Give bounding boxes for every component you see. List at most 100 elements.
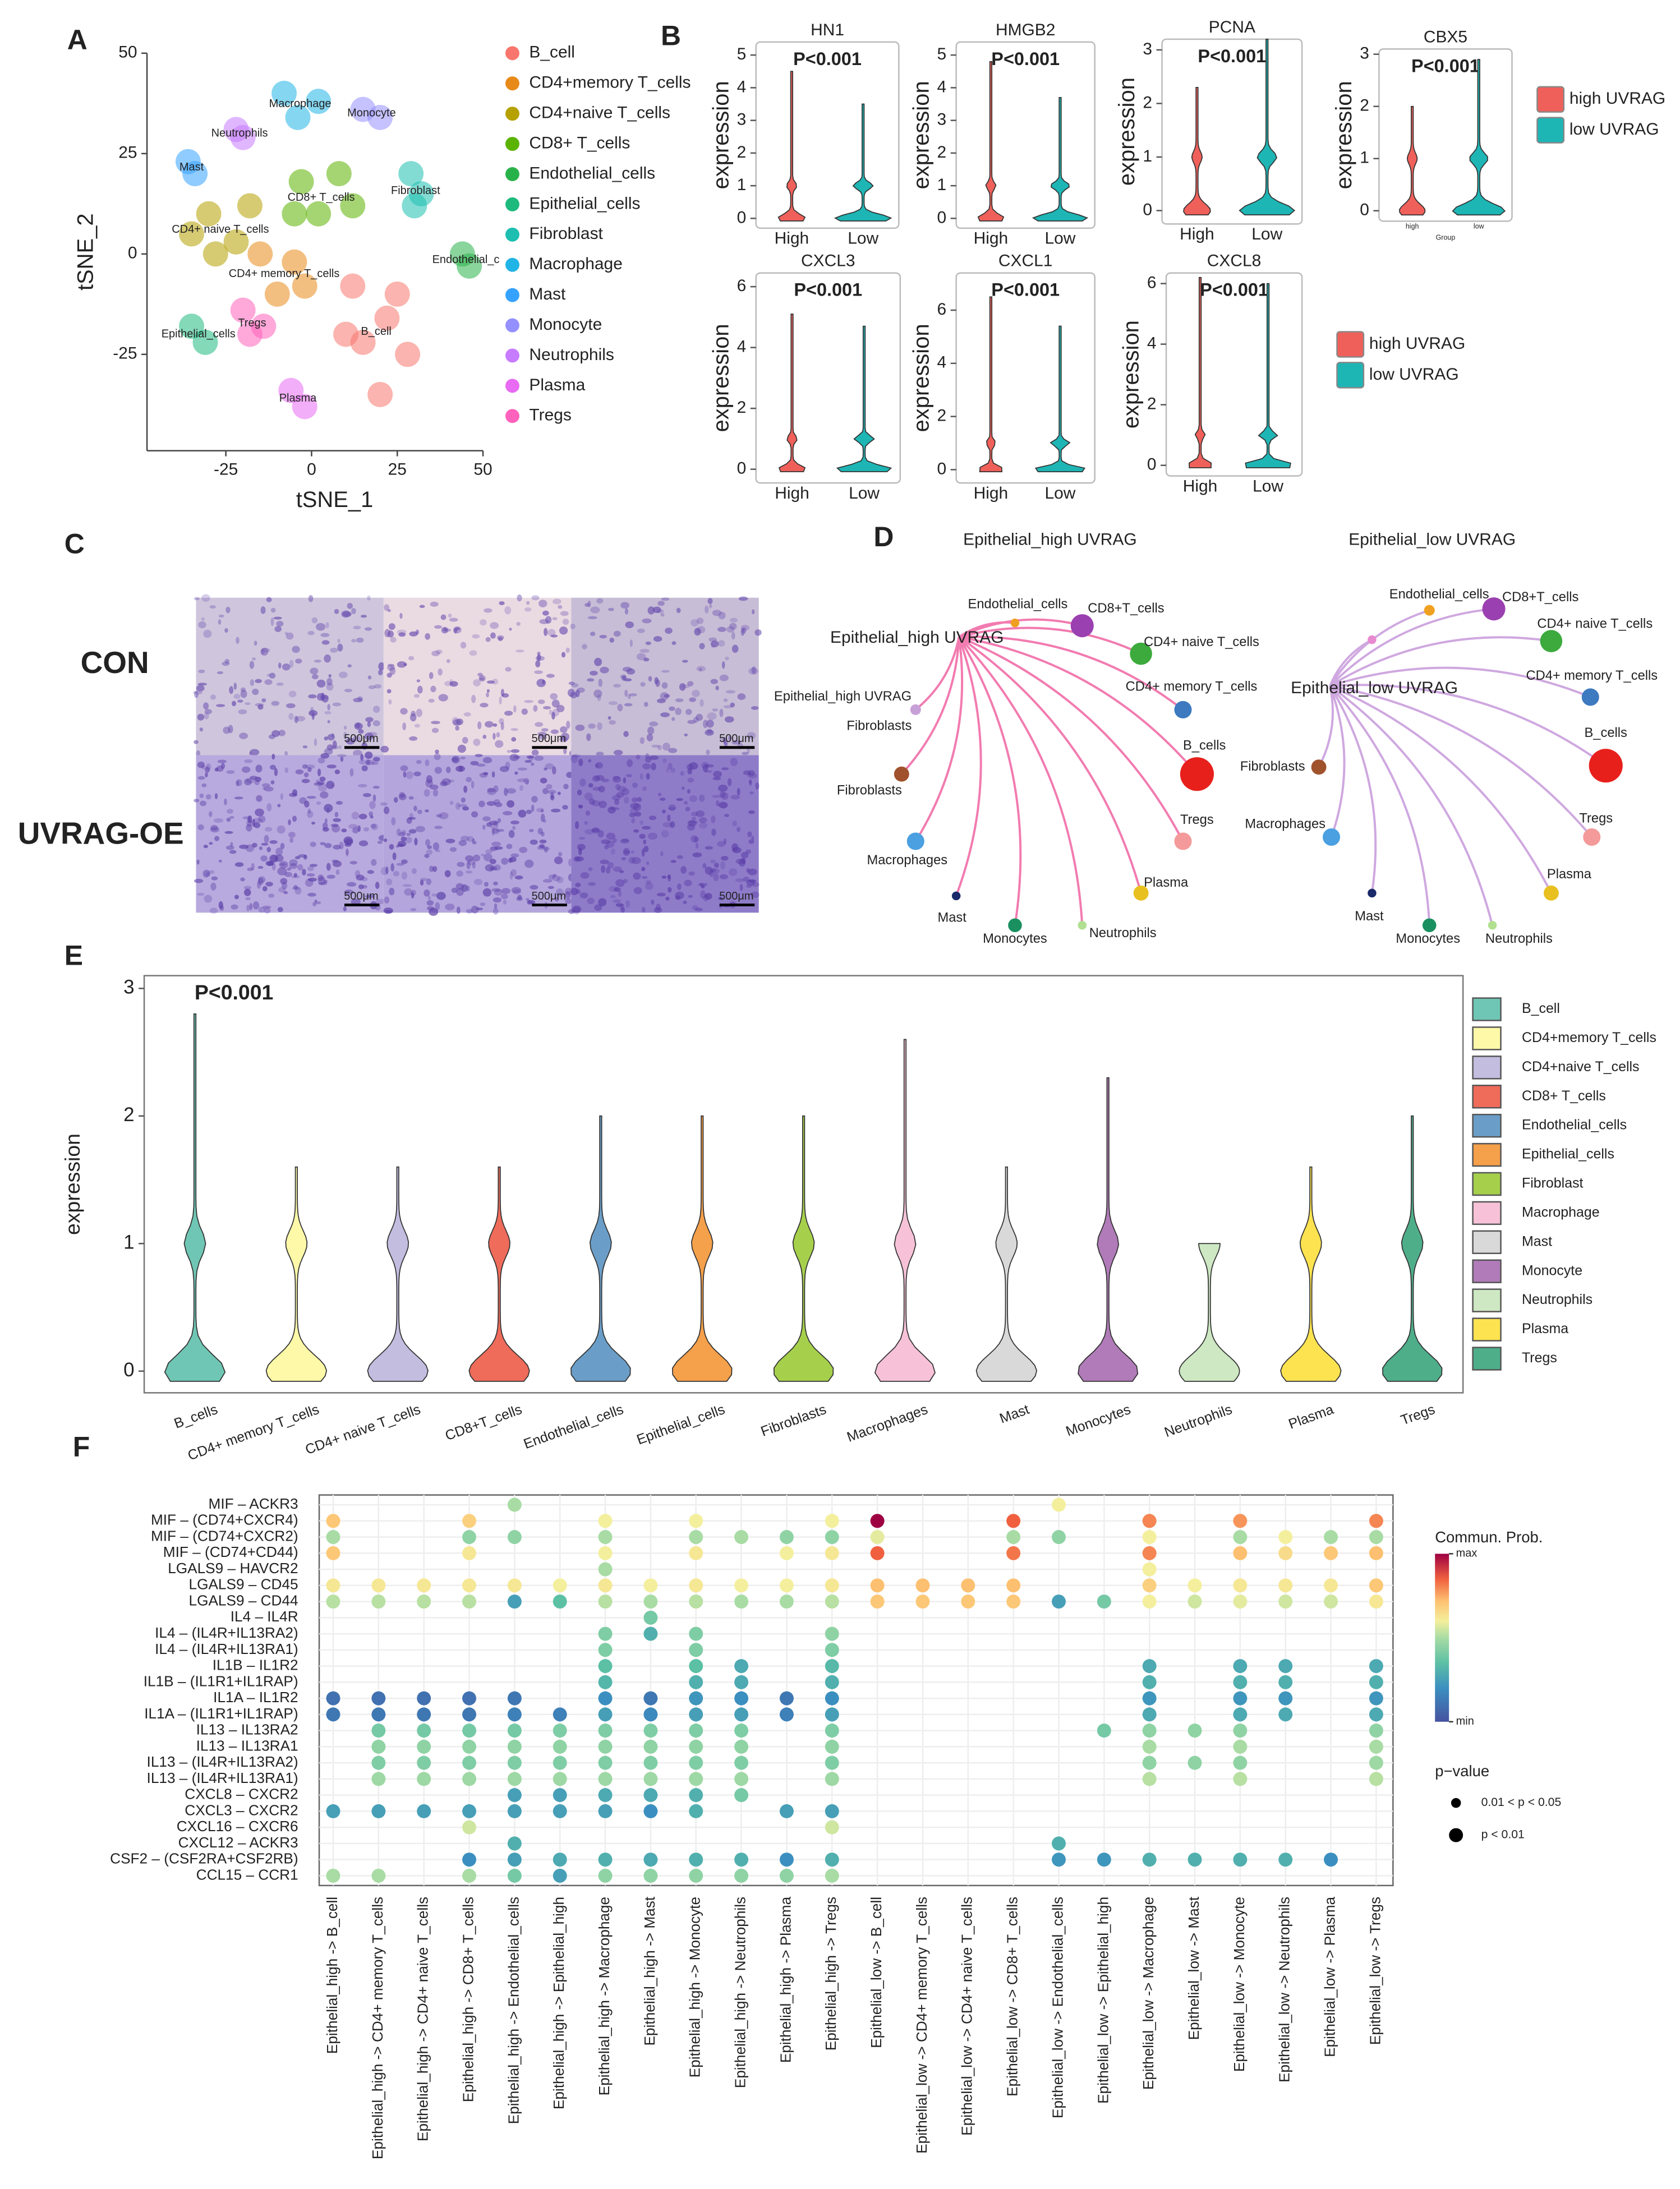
node-label: Fibroblasts [1240,759,1305,774]
cell [624,703,633,707]
cell [714,863,719,868]
y-axis-label: expression [1115,77,1139,186]
cell [444,681,453,686]
cell [662,758,667,763]
cell [613,776,620,780]
edge [959,635,1198,775]
cell [460,835,470,842]
cell [289,859,298,867]
dot [1233,1514,1248,1528]
column-label: Epithelial_high -> Epithelial_high [550,1897,567,2109]
cell [434,625,443,629]
cell [676,883,682,890]
cell [610,807,620,810]
cell [587,897,595,905]
cell [662,809,666,814]
row-label: CXCL12 – ACKR3 [178,1834,298,1851]
cell [721,767,729,771]
cell [218,619,222,625]
cell [403,771,407,778]
cell [251,842,257,848]
cell [593,689,602,698]
cell [233,683,237,690]
dot [598,1691,613,1706]
cell [613,866,622,872]
dot [1142,1739,1157,1754]
cell [375,882,380,890]
cell [653,907,662,913]
dot [553,1788,567,1803]
cell [676,855,683,859]
cell [411,892,415,898]
point [223,229,249,255]
node [1424,605,1435,616]
cell [645,880,651,884]
legend-label: Monocyte [1522,1262,1582,1278]
dot [779,1578,794,1593]
cluster-label: Mast [179,161,204,173]
cell [471,905,479,914]
cell [258,815,266,823]
cell [480,902,486,906]
cell [416,759,422,764]
cell [424,854,430,859]
legend-swatch [1472,1113,1502,1138]
cell [647,726,655,735]
cell [725,656,729,661]
cell [343,731,347,739]
dot [734,1707,749,1722]
cell [495,829,505,832]
cell [361,765,368,772]
cell [499,696,502,705]
cell [438,668,443,676]
cell [621,857,627,861]
cell [639,649,650,653]
cell [545,763,554,769]
cell [413,771,421,777]
y-tick-label: 0 [128,244,137,262]
cell [645,882,653,890]
cell [461,797,466,803]
cell [696,617,704,624]
plot-frame [1165,272,1303,477]
dot [371,1739,386,1754]
cell [493,907,499,915]
cell [462,806,469,811]
plot-frame [755,272,901,484]
violin [468,1166,530,1382]
cell [431,721,440,725]
cell [524,699,534,703]
cell [364,732,374,740]
cell [728,735,732,740]
cell [604,845,609,850]
cell [634,812,642,817]
cell [323,879,328,884]
point [340,193,366,219]
cell [303,772,309,777]
cell [655,904,661,911]
violin [834,103,892,222]
cell [267,861,274,866]
cell [675,698,684,702]
cell [434,753,441,761]
cell [707,729,712,734]
dot [643,1868,658,1883]
cell [694,907,703,911]
cell [372,786,380,789]
scale-bar-label: 500μm [719,890,753,902]
dot [779,1707,794,1722]
dot [1278,1578,1293,1593]
cell [470,761,479,766]
cell [277,907,283,913]
cell [592,775,600,782]
cell [491,828,495,836]
dot [1369,1659,1383,1674]
cell [385,866,389,874]
y-tick-label: 0 [937,208,947,227]
cell [315,901,321,905]
cell [641,906,646,913]
cell [632,797,638,803]
dot [643,1691,658,1706]
cell [440,614,447,620]
legend-swatch [1472,1230,1502,1255]
